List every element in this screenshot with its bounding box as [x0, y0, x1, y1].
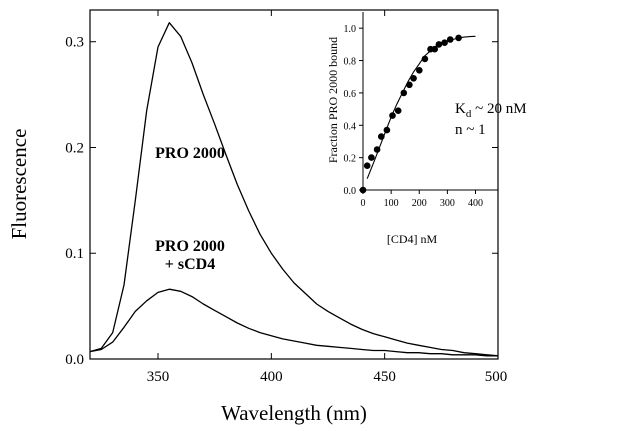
curve-label-pro2000-scd4-line1: PRO 2000 — [155, 238, 225, 255]
inset-data-point — [441, 39, 448, 46]
main-y-tick-label: 0.1 — [65, 246, 84, 262]
inset-x-tick-label: 100 — [384, 198, 399, 209]
main-x-axis-title: Wavelength (nm) — [221, 401, 367, 425]
inset-points — [359, 34, 462, 194]
inset-y-tick-label: 0.0 — [344, 186, 357, 197]
inset-data-point — [431, 45, 439, 53]
inset-x-tick-label: 300 — [440, 198, 455, 209]
inset-data-point — [406, 81, 413, 89]
main-plot-frame — [89, 9, 499, 360]
inset-data-point — [446, 36, 454, 43]
inset-data-point — [359, 186, 367, 194]
main-tick-labels: 350 400 450 500 0.0 0.1 0.2 0.3 — [65, 35, 507, 385]
main-x-tick-label: 350 — [147, 369, 170, 385]
inset-x-tick-label: 0 — [361, 198, 366, 209]
inset-data-point — [416, 67, 423, 74]
inset-data-point — [383, 126, 391, 134]
curve-label-pro2000-scd4-line2: + sCD4 — [165, 256, 215, 273]
series-line-pro2000 — [89, 22, 499, 357]
main-y-tick-label: 0.3 — [65, 35, 84, 51]
inset-y-tick-label: 0.6 — [344, 89, 357, 100]
main-y-axis-title: Fluorescence — [7, 129, 31, 240]
main-x-tick-label: 500 — [485, 369, 508, 385]
inset-y-tick-label: 1.0 — [344, 24, 357, 35]
inset-x-tick-label: 200 — [412, 198, 427, 209]
inset-data-point — [373, 146, 381, 153]
main-ticks — [90, 10, 499, 360]
main-y-tick-label: 0.2 — [65, 140, 84, 156]
inset-y-tick-label: 0.4 — [344, 121, 357, 132]
inset-data-point — [455, 34, 462, 42]
inset-x-tick-label: 400 — [468, 198, 483, 209]
inset-data-point — [389, 112, 396, 119]
inset-data-point — [368, 154, 375, 161]
inset-data-point — [400, 89, 408, 97]
inset-annotation-kd: Kd ~ 20 nM — [455, 101, 527, 120]
inset-data-point — [363, 162, 371, 169]
inset-data-point — [394, 107, 402, 114]
main-curves — [89, 22, 499, 357]
inset-y-tick-label: 0.8 — [344, 57, 357, 68]
series-line-pro2000-scd4 — [89, 288, 498, 357]
inset-data-point — [435, 41, 443, 48]
inset-plot: 0 100 200 300 400 0.0 0.2 0.4 0.6 0.8 1.0 [CD4] nM… — [326, 12, 527, 246]
inset-data-point — [378, 133, 385, 140]
inset-y-axis-title: Fraction PRO 2000 bound — [326, 37, 340, 163]
inset-data-point — [410, 75, 417, 82]
inset-tick-labels: 0 100 200 300 400 0.0 0.2 0.4 0.6 0.8 1.0 — [344, 24, 484, 209]
main-x-tick-label: 450 — [373, 369, 396, 385]
main-x-tick-label: 400 — [260, 369, 283, 385]
main-y-tick-label: 0.0 — [65, 352, 84, 368]
inset-data-point — [421, 55, 429, 63]
inset-x-axis-title: [CD4] nM — [387, 232, 438, 246]
curve-label-pro2000: PRO 2000 — [155, 145, 225, 162]
inset-y-tick-label: 0.2 — [344, 154, 357, 165]
inset-annotation-n: n ~ 1 — [455, 122, 486, 138]
